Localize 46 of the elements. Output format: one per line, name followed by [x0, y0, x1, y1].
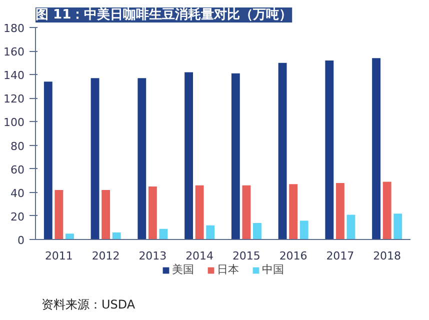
- bar: [195, 185, 204, 240]
- bar: [382, 182, 392, 240]
- legend-label: 日本: [217, 262, 239, 277]
- bar: [44, 82, 52, 240]
- bar: [289, 184, 298, 240]
- legend-label: 中国: [262, 262, 284, 277]
- bar: [112, 232, 121, 240]
- legend-label: 美国: [172, 262, 194, 277]
- x-tick-label: 2017: [326, 250, 354, 262]
- x-tick-label: 2012: [92, 250, 120, 262]
- bar: [242, 185, 251, 240]
- x-tick-label: 2015: [232, 250, 260, 262]
- bar: [138, 78, 146, 240]
- y-tick-label: 160: [4, 46, 25, 59]
- bar: [90, 78, 100, 240]
- y-tick-label: 180: [4, 22, 25, 35]
- y-tick-label: 40: [10, 186, 25, 200]
- x-tick-label: 2018: [373, 250, 402, 262]
- y-tick-label: 0: [18, 234, 24, 247]
- x-tick-label: 2016: [279, 250, 308, 262]
- y-tick-label: 100: [4, 116, 25, 130]
- bar: [102, 190, 110, 240]
- x-tick-label: 2013: [138, 250, 167, 262]
- bar: [278, 62, 287, 240]
- bar: [54, 190, 64, 240]
- bar: [206, 225, 215, 240]
- bar: [184, 72, 193, 240]
- y-tick-label: 20: [10, 210, 25, 224]
- y-tick-label: 140: [4, 69, 25, 82]
- y-tick-label: 80: [10, 140, 25, 153]
- bar: [394, 214, 402, 240]
- bar: [372, 58, 380, 240]
- y-tick-label: 60: [10, 163, 25, 176]
- y-tick-label: 120: [4, 92, 25, 106]
- bar: [231, 73, 240, 240]
- bar: [148, 186, 157, 240]
- bar: [300, 220, 308, 240]
- x-tick-label: 2011: [44, 250, 73, 262]
- bar: [253, 223, 262, 240]
- bar: [325, 60, 334, 240]
- text: 资料来源：USDA: [42, 298, 136, 312]
- bar: [66, 234, 74, 240]
- chart-title: 图 11：中美日咖啡生豆消耗量对比（万吨）: [36, 6, 292, 22]
- x-tick-label: 2014: [186, 250, 214, 262]
- bar: [346, 214, 356, 240]
- bar: [336, 182, 344, 240]
